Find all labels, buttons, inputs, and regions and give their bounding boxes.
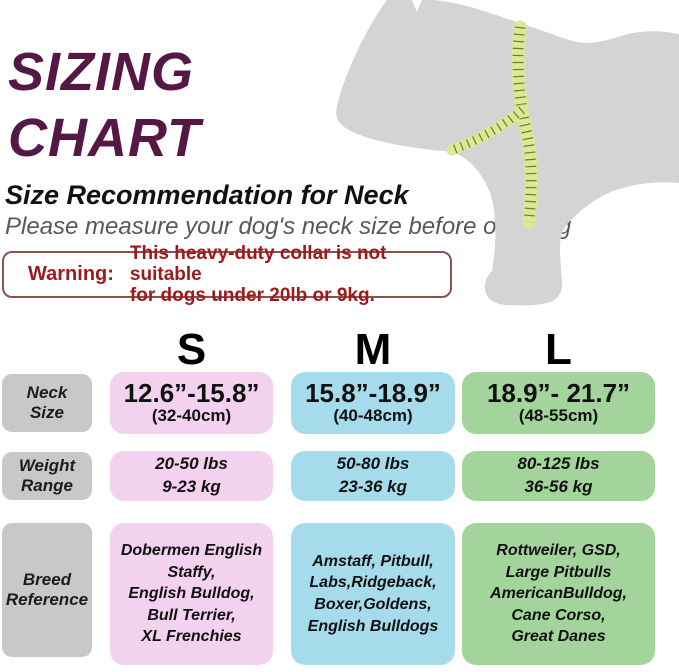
column-header-m: M: [354, 325, 392, 374]
neck-size-cm-s: (32-40cm): [151, 406, 232, 426]
weight-cell-s: 20-50 lbs 9-23 kg: [110, 451, 273, 501]
measuring-tape-branch-icon: [446, 104, 528, 156]
column-header-l: L: [545, 325, 572, 374]
subtitle: Size Recommendation for Neck: [5, 180, 409, 210]
neck-size-cell-m: 15.8”-18.9” (40-48cm): [291, 372, 455, 434]
neck-size-cm-m: (40-48cm): [333, 406, 413, 426]
measure-instruction: Please measure your dog's neck size befo…: [5, 213, 572, 240]
dog-silhouette-icon: [336, 0, 679, 306]
breed-cell-l: Rottweiler, GSD, Large Pitbulls American…: [462, 523, 655, 665]
neck-size-cell-s: 12.6”-15.8” (32-40cm): [110, 372, 273, 434]
row-label-neck-size: Neck Size: [2, 374, 92, 432]
neck-size-inches-l: 18.9”- 21.7”: [486, 378, 631, 408]
neck-size-cell-l: 18.9”- 21.7” (48-55cm): [462, 372, 655, 434]
weight-cell-m: 50-80 lbs 23-36 kg: [291, 451, 455, 501]
neck-size-inches-m: 15.8”-18.9”: [305, 378, 441, 408]
warning-message: This heavy-duty collar is not suitable f…: [129, 242, 387, 307]
page-title: SIZING CHART: [8, 42, 201, 168]
column-header-s: S: [176, 325, 207, 374]
breed-cell-m: Amstaff, Pitbull, Labs,Ridgeback, Boxer,…: [291, 523, 455, 665]
warning-label: Warning:: [28, 263, 114, 285]
measuring-tape-ticks: [512, 26, 537, 223]
weight-cell-l: 80-125 lbs 36-56 kg: [462, 451, 655, 501]
dog-neck-measuring-illustration: [336, 0, 679, 306]
neck-size-inches-s: 12.6”-15.8”: [123, 378, 260, 408]
neck-size-cm-l: (48-55cm): [518, 406, 599, 426]
breed-cell-s: Dobermen English Staffy, English Bulldog…: [110, 523, 273, 665]
warning-box: Warning: This heavy-duty collar is not s…: [2, 243, 452, 306]
row-label-weight-range: Weight Range: [2, 452, 92, 500]
row-label-breed-reference: Breed Reference: [2, 523, 92, 657]
